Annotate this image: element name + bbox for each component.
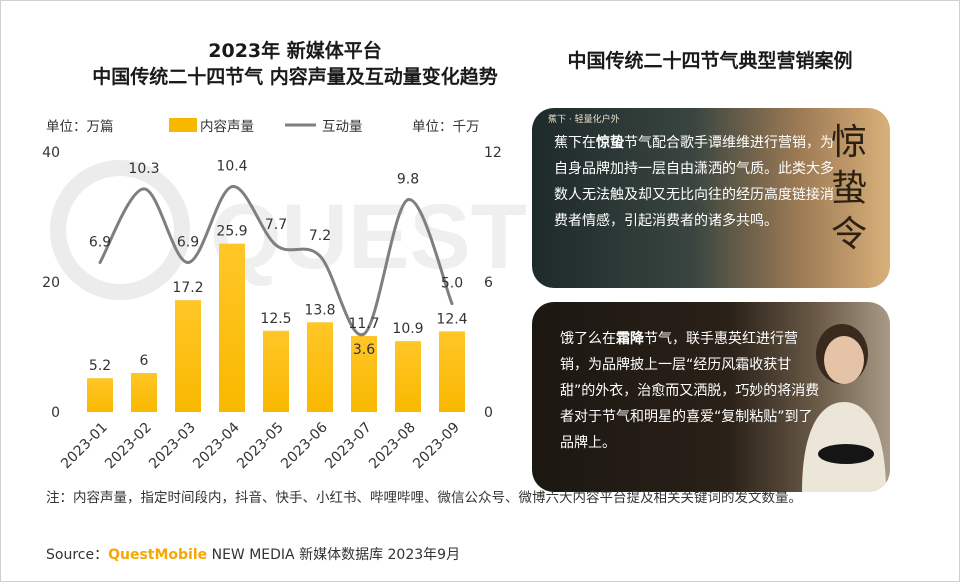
bar: [351, 335, 377, 412]
case-card-eleme: 饿了么在霜降节气，联手惠英红进行营销，为品牌披上一层“经历风霜收获甘甜”的外衣，…: [532, 302, 890, 492]
bar-value-label: 12.4: [436, 311, 467, 327]
case2-text: 饿了么在霜降节气，联手惠英红进行营销，为品牌披上一层“经历风霜收获甘甜”的外衣，…: [560, 326, 820, 456]
x-axis-tick: 2023-09: [410, 420, 463, 473]
right-unit-label: 单位：千万: [412, 119, 480, 135]
bar-value-label: 11.7: [348, 316, 379, 332]
chart-title-line2: 中国传统二十四节气 内容声量及互动量变化趋势: [92, 66, 498, 88]
case1-text-after: 节气配合歌手谭维维进行营销，为自身品牌加持一层自由潇洒的气质。此类大多数人无法触…: [554, 135, 834, 229]
x-axis-tick: 2023-05: [234, 420, 287, 473]
left-axis-tick: 40: [42, 145, 60, 161]
bar: [307, 322, 333, 412]
line-value-label: 7.7: [265, 217, 287, 233]
bar-value-label: 12.5: [260, 311, 291, 327]
line-point: [362, 332, 366, 336]
right-axis-tick: 0: [484, 405, 493, 421]
line-value-label: 6.9: [177, 235, 199, 251]
bar: [175, 300, 201, 412]
left-unit-label: 单位：万篇: [46, 119, 114, 135]
left-axis-tick: 0: [51, 405, 60, 421]
case2-text-before: 饿了么在: [560, 331, 616, 347]
bar: [395, 341, 421, 412]
chart-title: 2023年 新媒体平台 中国传统二十四节气 内容声量及互动量变化趋势: [30, 38, 560, 90]
bar-value-label: 17.2: [172, 280, 203, 296]
line-point: [230, 185, 234, 189]
cases-title: 中国传统二十四节气典型营销案例: [567, 50, 853, 72]
case1-keyword: 惊蛰: [596, 135, 624, 151]
bar-value-label: 13.8: [304, 302, 335, 318]
source-brand: QuestMobile: [108, 547, 208, 563]
source-prefix: Source：: [46, 547, 109, 563]
line-point: [318, 254, 322, 258]
case2-keyword: 霜降: [616, 331, 644, 347]
combo-chart: 单位：万篇 单位：千万 内容声量 互动量 0 20 40 0 6 12 5.2 6 17.2 25.9 12…: [42, 118, 502, 473]
x-axis-tick: 2023-01: [58, 420, 111, 473]
line-value-label: 9.8: [397, 172, 419, 188]
bar: [439, 331, 465, 412]
line-point: [450, 302, 454, 306]
source-line: Source：QuestMobile NEW MEDIA 新媒体数据库 2023…: [46, 544, 460, 564]
line-value-label: 10.4: [216, 159, 247, 175]
poster-tag: 蕉下 · 轻量化户外: [548, 115, 620, 125]
x-axis-tick: 2023-03: [146, 420, 199, 473]
right-axis-tick: 6: [484, 275, 493, 291]
case2-text-after: 节气，联手惠英红进行营销，为品牌披上一层“经历风霜收获甘甜”的外衣，治愈而又洒脱…: [560, 331, 820, 451]
source-suffix: NEW MEDIA 新媒体数据库 2023年9月: [207, 547, 461, 563]
legend-line-label: 互动量: [322, 119, 363, 135]
bar: [87, 378, 113, 412]
x-axis-tick: 2023-02: [102, 420, 155, 473]
x-axis-tick: 2023-04: [190, 419, 243, 472]
right-axis-tick: 12: [484, 145, 502, 161]
bar-value-label: 10.9: [392, 321, 423, 337]
line-value-label: 5.0: [441, 276, 463, 292]
bar-value-label: 25.9: [216, 224, 247, 240]
line-point: [98, 261, 102, 264]
line-value-label: 10.3: [128, 161, 159, 177]
footnote: 注：内容声量，指定时间段内，抖音、快手、小红书、哔哩哔哩、微信公众号、微博六大内…: [46, 490, 802, 506]
line-point: [274, 243, 278, 247]
line-point: [186, 261, 190, 264]
case1-text-before: 蕉下在: [554, 135, 596, 151]
line-value-label: 7.2: [309, 228, 331, 244]
bar-value-label: 5.2: [89, 358, 111, 374]
x-axis-tick: 2023-07: [322, 420, 375, 473]
legend-bar-swatch: [169, 118, 197, 132]
line-value-label: 3.6: [353, 342, 375, 358]
person-illustration: [802, 324, 886, 492]
line-point: [142, 187, 146, 191]
x-axis-tick: 2023-08: [366, 420, 419, 473]
x-axis-tick: 2023-06: [278, 419, 331, 472]
case1-text: 蕉下在惊蛰节气配合歌手谭维维进行营销，为自身品牌加持一层自由潇洒的气质。此类大多…: [554, 130, 834, 234]
bar: [131, 373, 157, 412]
bar-value-label: 6: [140, 353, 149, 369]
bar: [263, 330, 289, 412]
poster-title: 惊蛰令: [830, 122, 867, 255]
line-value-label: 6.9: [89, 235, 111, 251]
case-card-jiaoxia: 蕉下 · 轻量化户外 蕉下在惊蛰节气配合歌手谭维维进行营销，为自身品牌加持一层自…: [532, 108, 890, 288]
left-axis-tick: 20: [42, 275, 60, 291]
bar: [219, 243, 245, 412]
chart-title-line1: 2023年 新媒体平台: [208, 40, 382, 62]
line-point: [406, 198, 410, 202]
legend-bar-label: 内容声量: [200, 118, 254, 135]
